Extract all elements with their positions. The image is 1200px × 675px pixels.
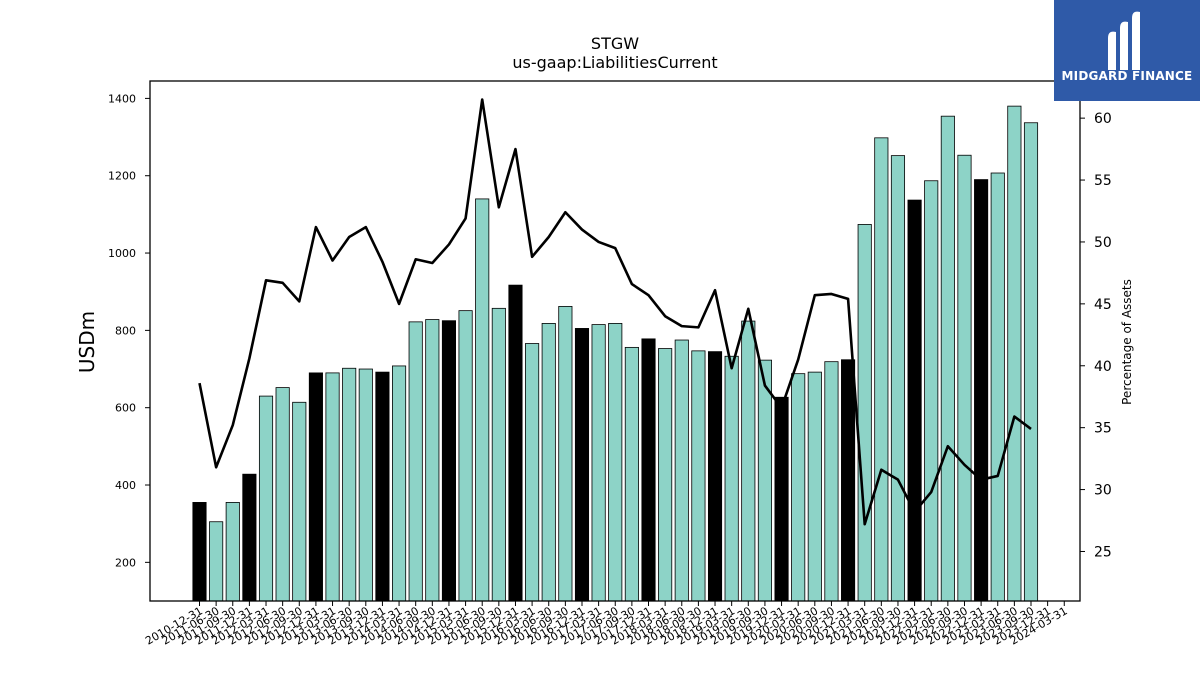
bar-26	[608, 323, 623, 602]
y2-tick-label: 50	[1094, 235, 1112, 251]
percentage-line-path	[198, 98, 1032, 526]
bar-series	[192, 105, 1039, 602]
bar-25	[591, 324, 606, 602]
y2-axis-label: Percentage of Assets	[1120, 279, 1134, 405]
y-tick-label: 1200	[108, 170, 136, 183]
bar-38	[807, 371, 822, 602]
bar-24	[574, 328, 590, 602]
bar-20	[508, 284, 523, 602]
y2-tick-label: 55	[1094, 173, 1112, 189]
bar-13	[392, 365, 407, 602]
y-axis: 200 400 600 800 1000 1200 1400	[108, 92, 150, 569]
y2-tick-label: 45	[1094, 297, 1112, 313]
y-tick-label: 600	[115, 402, 136, 415]
bar-16	[441, 320, 456, 602]
y2-tick-label: 25	[1094, 544, 1112, 560]
bar-41	[857, 224, 872, 602]
y2-axis: 25 30 35 40 45 50 55 60	[1080, 111, 1112, 560]
bar-45	[924, 180, 939, 602]
bar-35	[757, 359, 772, 602]
bar-40	[841, 359, 856, 602]
bar-46	[940, 115, 955, 602]
chart-title: STGW	[591, 34, 639, 53]
bar-37	[791, 373, 806, 602]
x-axis: 2010-12-312011-06-302011-09-302011-12-31…	[143, 601, 1070, 648]
bar-29	[658, 348, 673, 602]
bar-36	[774, 396, 789, 602]
bar-22	[541, 323, 556, 602]
bar-12	[375, 371, 390, 602]
y-tick-label: 1400	[108, 92, 136, 105]
y-tick-label: 200	[115, 556, 136, 569]
y-tick-label: 800	[115, 324, 136, 337]
logo-text: MIDGARD FINANCE	[1061, 69, 1193, 83]
midgard-finance-logo: MIDGARD FINANCE	[1054, 0, 1200, 101]
bar-49	[990, 172, 1005, 602]
bar-19	[491, 307, 506, 602]
bar-1	[192, 502, 207, 602]
y2-tick-label: 40	[1094, 359, 1112, 375]
bar-44	[907, 199, 922, 602]
bar-31	[691, 350, 706, 602]
bar-7	[292, 401, 307, 602]
plot-frame	[149, 80, 1081, 602]
bar-43	[890, 155, 906, 602]
bar-51	[1023, 122, 1039, 602]
bar-50	[1007, 105, 1022, 602]
bar-21	[525, 343, 540, 602]
y2-tick-label: 60	[1094, 111, 1112, 127]
bar-39	[824, 361, 839, 602]
bar-11	[358, 368, 373, 602]
bar-42	[874, 137, 889, 602]
percentage-line	[198, 98, 1032, 526]
bar-2	[209, 521, 224, 602]
bar-5	[258, 395, 274, 602]
bar-48	[974, 179, 989, 602]
bar-32	[707, 351, 723, 602]
bar-3	[225, 502, 240, 602]
bar-18	[475, 198, 490, 602]
y2-tick-label: 30	[1094, 483, 1112, 499]
bar-15	[425, 319, 440, 602]
bar-17	[458, 310, 473, 602]
bar-47	[957, 154, 972, 602]
bar-34	[741, 320, 756, 602]
bar-14	[408, 321, 423, 602]
chart-subtitle: us-gaap:LiabilitiesCurrent	[512, 53, 717, 72]
y-axis-label: USDm	[75, 311, 99, 373]
midgard-logo-icon	[1108, 11, 1140, 71]
bar-33	[724, 355, 739, 602]
bar-4	[242, 473, 257, 602]
bar-23	[558, 305, 573, 602]
y2-tick-label: 35	[1094, 421, 1112, 437]
bar-27	[624, 346, 639, 602]
bar-10	[342, 367, 357, 602]
y-tick-label: 400	[115, 479, 136, 492]
bar-8	[308, 372, 323, 602]
bar-6	[275, 387, 290, 602]
bar-30	[674, 339, 689, 602]
bar-28	[641, 338, 656, 602]
bar-9	[325, 372, 340, 602]
y-tick-label: 1000	[108, 247, 136, 260]
